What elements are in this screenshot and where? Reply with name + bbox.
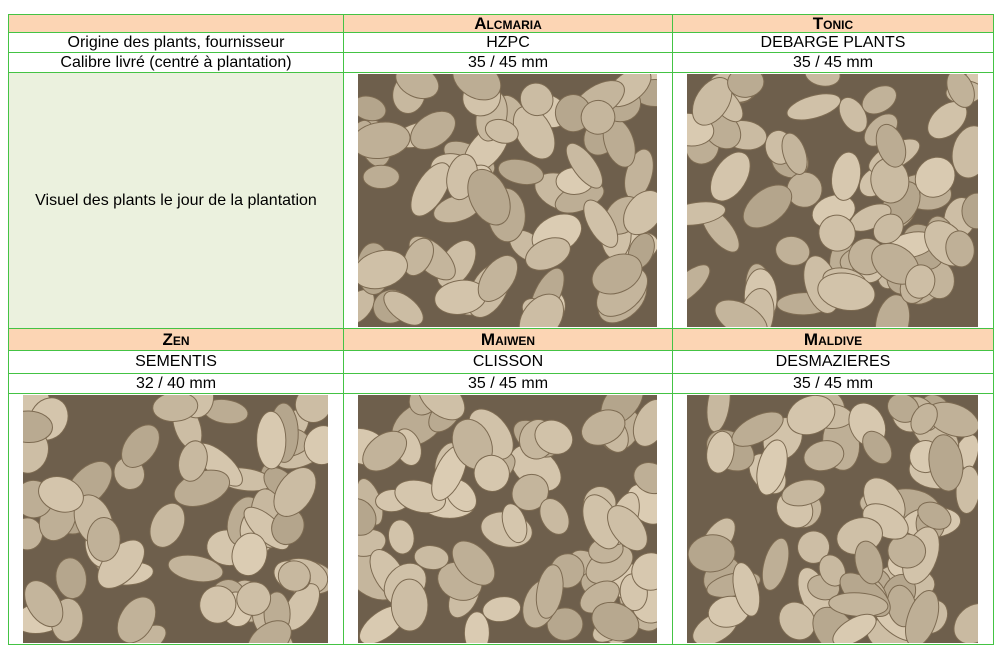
table-cell: Zen bbox=[8, 328, 344, 351]
table-cell: 35 / 45 mm bbox=[343, 52, 673, 73]
table-cell bbox=[8, 14, 344, 33]
table-cell: Origine des plants, fournisseur bbox=[8, 32, 344, 53]
table-cell: Calibre livré (centré à plantation) bbox=[8, 52, 344, 73]
table-cell: SEMENTIS bbox=[8, 350, 344, 374]
table-cell: DESMAZIERES bbox=[672, 350, 994, 374]
table-cell: 35 / 45 mm bbox=[672, 373, 994, 394]
table-cell: 35 / 45 mm bbox=[343, 373, 673, 394]
photo bbox=[358, 395, 657, 643]
table-cell: Maiwen bbox=[343, 328, 673, 351]
photo bbox=[358, 74, 657, 327]
table-cell: Maldive bbox=[672, 328, 994, 351]
photo bbox=[23, 395, 328, 643]
table-cell: HZPC bbox=[343, 32, 673, 53]
table-cell: 32 / 40 mm bbox=[8, 373, 344, 394]
table-cell: CLISSON bbox=[343, 350, 673, 374]
table-cell: Visuel des plants le jour de la plantati… bbox=[8, 72, 344, 329]
table-cell: 35 / 45 mm bbox=[672, 52, 994, 73]
table-cell: Tonic bbox=[672, 14, 994, 33]
photo bbox=[687, 74, 978, 327]
photo bbox=[687, 395, 978, 643]
table-cell: DEBARGE PLANTS bbox=[672, 32, 994, 53]
table-cell: Alcmaria bbox=[343, 14, 673, 33]
